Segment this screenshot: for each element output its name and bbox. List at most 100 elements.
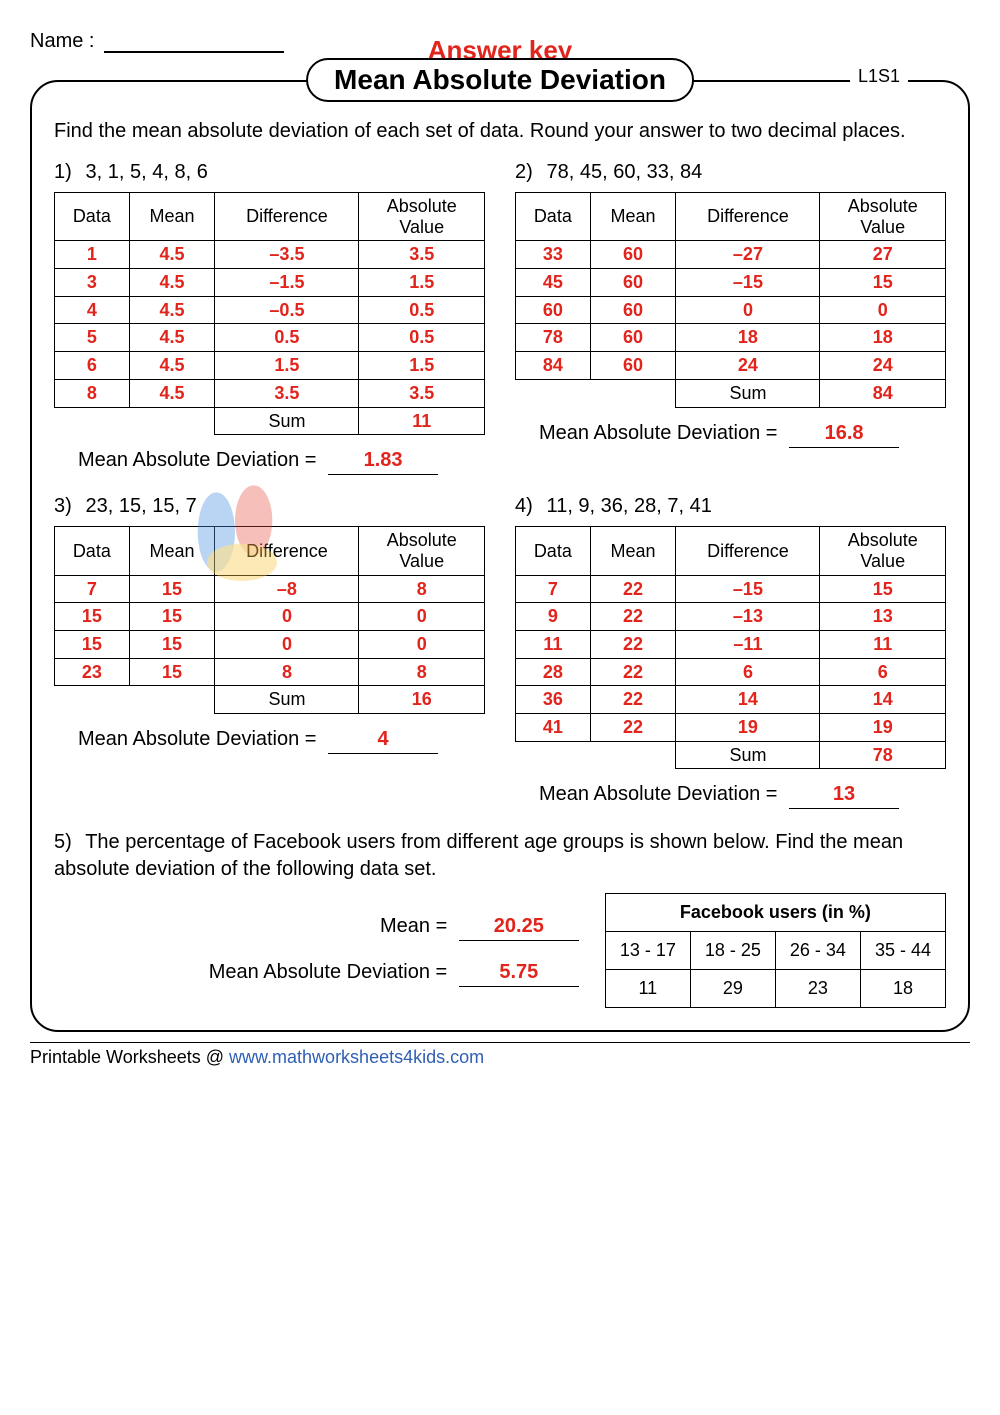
mad-table: DataMeanDifferenceAbsoluteValue722–15159…	[515, 526, 946, 769]
mean-label: Mean =	[380, 915, 447, 937]
data-cell: 60	[516, 296, 591, 324]
fb-header-cell: 26 - 34	[775, 932, 860, 970]
data-cell: 8	[215, 658, 359, 686]
page-title: Mean Absolute Deviation	[306, 58, 694, 102]
fb-header-cell: 13 - 17	[605, 932, 690, 970]
data-cell: 28	[516, 658, 591, 686]
footer: Printable Worksheets @ www.mathworksheet…	[30, 1042, 970, 1068]
col-header: Difference	[215, 527, 359, 575]
col-header: AbsoluteValue	[359, 527, 485, 575]
data-cell: 33	[516, 241, 591, 269]
data-cell: 4.5	[129, 269, 215, 297]
footer-link[interactable]: www.mathworksheets4kids.com	[229, 1047, 484, 1067]
data-cell: 3.5	[359, 241, 485, 269]
data-cell: 8	[359, 658, 485, 686]
data-cell: 1	[55, 241, 130, 269]
data-cell: 78	[516, 324, 591, 352]
footer-prefix: Printable Worksheets @	[30, 1047, 229, 1067]
col-header: AbsoluteValue	[820, 193, 946, 241]
sum-label: Sum	[676, 379, 820, 407]
col-header: Data	[55, 527, 130, 575]
data-cell: 60	[590, 241, 676, 269]
data-cell: 15	[129, 658, 215, 686]
mad-label-5: Mean Absolute Deviation =	[209, 961, 448, 983]
data-cell: 60	[590, 296, 676, 324]
col-header: AbsoluteValue	[359, 193, 485, 241]
data-cell: 23	[55, 658, 130, 686]
data-cell: –3.5	[215, 241, 359, 269]
data-cell: 18	[676, 324, 820, 352]
problem-header: 4) 11, 9, 36, 28, 7, 41	[515, 495, 946, 518]
col-header: Difference	[215, 193, 359, 241]
mad-table: DataMeanDifferenceAbsoluteValue715–88151…	[54, 526, 485, 714]
col-header: AbsoluteValue	[820, 527, 946, 575]
data-cell: 22	[590, 603, 676, 631]
mad-table: DataMeanDifferenceAbsoluteValue3360–2727…	[515, 192, 946, 408]
data-cell: 22	[590, 575, 676, 603]
data-cell: 8	[359, 575, 485, 603]
data-cell: 60	[590, 352, 676, 380]
data-cell: –15	[676, 269, 820, 297]
mean-value: 20.25	[459, 915, 579, 941]
data-cell: 19	[820, 714, 946, 742]
mad-value-5: 5.75	[459, 961, 579, 987]
data-cell: 13	[820, 603, 946, 631]
data-cell: –1.5	[215, 269, 359, 297]
data-cell: 6	[820, 658, 946, 686]
data-cell: 0	[359, 603, 485, 631]
data-cell: 4.5	[129, 379, 215, 407]
data-cell: 27	[820, 241, 946, 269]
sum-value: 84	[820, 379, 946, 407]
data-cell: 24	[676, 352, 820, 380]
data-cell: 22	[590, 714, 676, 742]
data-cell: –8	[215, 575, 359, 603]
sum-label: Sum	[676, 741, 820, 769]
data-cell: 4.5	[129, 241, 215, 269]
name-label: Name :	[30, 30, 94, 52]
fb-value-cell: 29	[690, 970, 775, 1008]
data-cell: 22	[590, 630, 676, 658]
data-cell: 15	[55, 603, 130, 631]
col-header: Mean	[129, 193, 215, 241]
data-cell: 3	[55, 269, 130, 297]
data-cell: 15	[55, 630, 130, 658]
data-cell: 15	[129, 630, 215, 658]
col-header: Data	[516, 527, 591, 575]
data-cell: 0.5	[359, 296, 485, 324]
data-cell: –15	[676, 575, 820, 603]
col-header: Mean	[129, 527, 215, 575]
mad-result-line: Mean Absolute Deviation = 13	[539, 783, 946, 809]
col-header: Difference	[676, 193, 820, 241]
data-cell: 14	[820, 686, 946, 714]
data-cell: –13	[676, 603, 820, 631]
data-cell: 0	[676, 296, 820, 324]
data-cell: 45	[516, 269, 591, 297]
data-cell: 22	[590, 686, 676, 714]
data-cell: 4	[55, 296, 130, 324]
sum-value: 78	[820, 741, 946, 769]
problem-5: 5) The percentage of Facebook users from…	[54, 829, 940, 883]
data-cell: 15	[820, 269, 946, 297]
name-underline[interactable]	[104, 51, 284, 53]
mad-result-line: Mean Absolute Deviation = 1.83	[78, 449, 485, 475]
col-header: Difference	[676, 527, 820, 575]
data-cell: 0	[215, 603, 359, 631]
fb-value-cell: 18	[860, 970, 945, 1008]
data-cell: 0	[359, 630, 485, 658]
sum-label: Sum	[215, 686, 359, 714]
worksheet-code: L1S1	[850, 66, 908, 87]
data-cell: 6	[676, 658, 820, 686]
sum-value: 16	[359, 686, 485, 714]
data-cell: 4.5	[129, 352, 215, 380]
data-cell: 1.5	[215, 352, 359, 380]
problem-header: 1) 3, 1, 5, 4, 8, 6	[54, 161, 485, 184]
data-cell: 84	[516, 352, 591, 380]
data-cell: 15	[129, 575, 215, 603]
data-cell: 8	[55, 379, 130, 407]
data-cell: 7	[516, 575, 591, 603]
data-cell: 7	[55, 575, 130, 603]
problem-header: 2) 78, 45, 60, 33, 84	[515, 161, 946, 184]
data-cell: 60	[590, 324, 676, 352]
data-cell: 0.5	[359, 324, 485, 352]
col-header: Mean	[590, 193, 676, 241]
